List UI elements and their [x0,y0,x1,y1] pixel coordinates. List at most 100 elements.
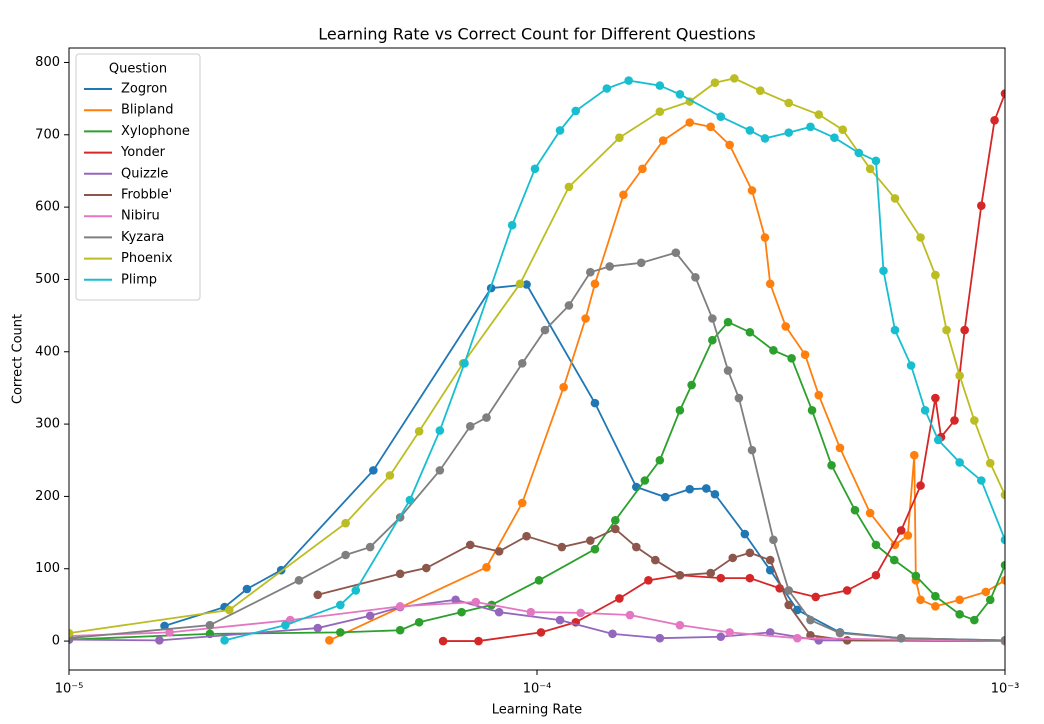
data-point [494,607,504,617]
y-tick-label: 800 [35,55,60,70]
y-tick-label: 100 [35,561,60,576]
data-point [890,194,900,203]
data-point [950,416,959,425]
data-point [955,371,964,380]
plot-area [69,74,1005,646]
data-point [559,382,568,392]
data-point [723,366,733,375]
data-point [931,393,940,403]
data-point [421,563,431,573]
data-point [865,508,875,518]
data-point [793,633,802,643]
data-point [765,279,775,289]
data-point [850,505,860,515]
data-point [661,492,670,502]
data-point [835,443,845,453]
data-point [395,602,405,611]
data-point [755,86,765,95]
data-point [602,84,612,93]
data-point [571,106,581,116]
data-point [781,322,791,331]
y-tick-label: 400 [35,344,60,359]
y-tick-label: 200 [35,489,60,504]
data-point [784,98,793,108]
data-point [160,621,169,631]
data-point [955,610,964,619]
data-point [460,359,469,368]
data-point [920,406,930,415]
data-point [675,570,685,580]
data-point [69,628,74,638]
data-point [725,140,734,150]
data-point [931,602,940,611]
data-point [765,565,775,575]
data-point [675,620,685,630]
series-line [69,77,1005,635]
data-point [896,526,906,535]
series [220,76,1005,645]
data-point [294,576,304,585]
data-point [903,531,913,540]
data-point [605,262,614,271]
data-point [955,458,964,467]
data-point [611,515,620,525]
data-point [960,325,969,335]
data-point [784,600,793,610]
data-point [325,636,334,645]
data-point [590,398,600,408]
data-point [728,553,738,563]
data-point [955,595,964,605]
data-point [242,584,252,594]
data-point [671,248,681,257]
data-point [515,279,525,289]
data-point [708,314,717,323]
data-point [365,542,375,552]
data-point [435,426,445,435]
data-point [536,628,546,637]
data-point [611,524,620,534]
data-point [769,535,778,545]
data-point [706,568,715,578]
data-point [710,78,720,88]
data-point [909,450,919,460]
y-axis-label: Correct Count [11,314,26,404]
data-point [740,529,750,539]
data-point [784,128,793,137]
data-point [395,569,405,579]
data-point [555,126,565,135]
data-point [842,636,852,645]
data-point [1000,89,1005,98]
data-point [745,126,755,135]
data-point [806,615,815,625]
data-point [765,628,775,637]
data-point [636,258,646,268]
data-point [1000,576,1005,585]
data-point [701,484,711,493]
data-point [586,267,595,277]
legend-label: Plimp [121,272,157,287]
data-point [725,628,734,637]
data-point [615,133,624,142]
data-point [745,573,755,583]
legend-label: Kyzara [121,230,164,245]
data-point [685,484,695,494]
y-tick-label: 300 [35,417,60,432]
data-point [608,629,617,639]
series [69,74,1005,638]
data-point [165,628,174,637]
data-point [835,628,845,638]
data-point [414,617,424,627]
data-point [896,633,906,643]
x-axis-label: Learning Rate [492,703,582,718]
series [313,524,1005,646]
data-point [811,592,820,602]
data-point [710,489,720,499]
data-point [889,555,899,565]
data-point [638,164,647,174]
y-tick-label: 500 [35,272,60,287]
chart-title: Learning Rate vs Correct Count for Diffe… [318,25,755,44]
data-point [655,107,665,116]
data-point [745,327,755,337]
x-tick-label: 10⁻⁴ [523,682,552,697]
